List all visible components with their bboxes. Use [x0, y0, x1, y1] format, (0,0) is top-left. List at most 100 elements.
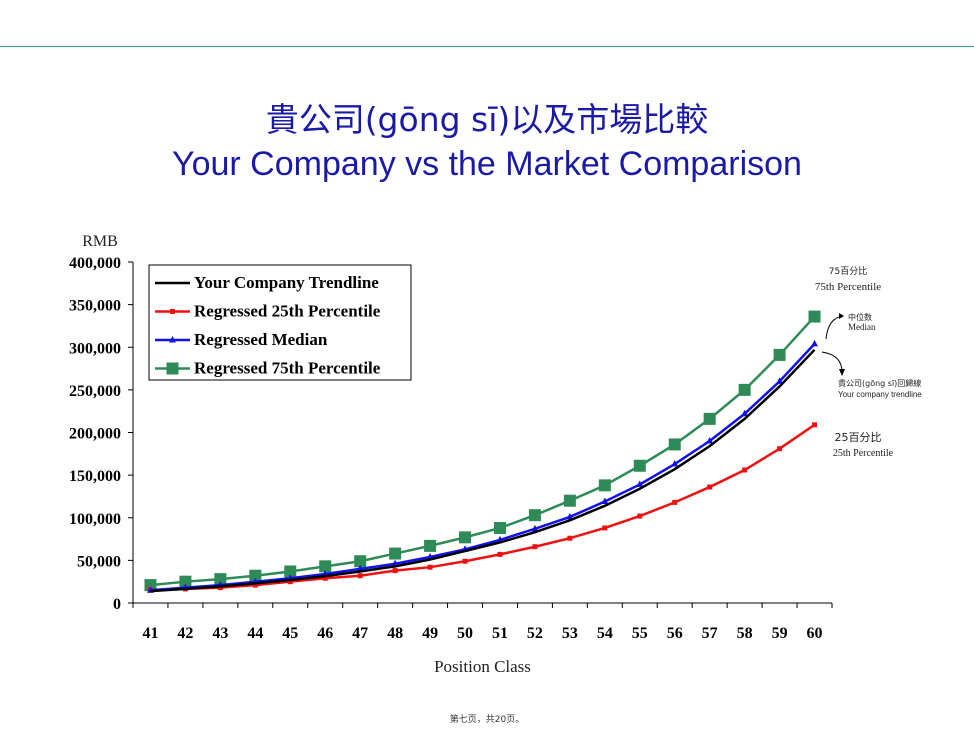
data-point-marker [637, 513, 643, 519]
annotation-median-cn: 中位数 [848, 312, 872, 322]
top-divider-line [0, 46, 974, 47]
series-line [150, 348, 816, 593]
annotation-trend-en: Your company trendline [838, 390, 922, 399]
y-tick-label: 100,000 [69, 511, 121, 528]
y-tick-label: 150,000 [69, 468, 121, 485]
data-point-marker [668, 438, 681, 451]
legend-label: Regressed 75th Percentile [194, 359, 381, 378]
annotation-trend-arrowhead [839, 369, 845, 376]
data-point-marker [497, 551, 503, 557]
series-regressed-median [146, 339, 819, 593]
data-point-marker [144, 579, 157, 592]
x-tick-label: 43 [212, 625, 228, 642]
data-point-marker [706, 437, 714, 444]
series-line [150, 342, 816, 592]
data-point-marker [633, 459, 646, 472]
data-point-marker [532, 544, 538, 550]
y-tick-label: 350,000 [69, 298, 121, 315]
x-tick-label: 42 [177, 625, 193, 642]
data-point-marker [671, 460, 679, 467]
data-point-marker [567, 535, 573, 541]
y-tick-label: 50,000 [77, 553, 121, 570]
data-point-marker [812, 422, 818, 428]
x-axis-title: Position Class [434, 657, 531, 676]
data-point-marker [808, 310, 821, 323]
y-tick-label: 200,000 [69, 426, 121, 443]
x-tick-label: 47 [352, 625, 368, 642]
data-point-marker [357, 573, 363, 579]
data-point-marker [566, 512, 574, 520]
x-tick-label: 55 [632, 625, 648, 642]
series-line [150, 423, 816, 592]
annotation-trend-cn: 貴公司(gōng sī)回歸線 [838, 378, 921, 388]
legend-box [148, 264, 412, 381]
x-tick-label: 59 [772, 625, 788, 642]
data-point-marker [742, 467, 748, 473]
x-tick-label: 60 [807, 625, 823, 642]
legend-label: Regressed Median [194, 330, 328, 349]
chart-legend: Your Company Trendline Regressed 25th Per… [148, 264, 412, 381]
x-tick-label: 56 [667, 625, 683, 642]
data-point-marker [217, 585, 223, 591]
data-point-marker [773, 348, 786, 361]
x-tick-label: 53 [562, 625, 578, 642]
data-point-marker [493, 521, 506, 534]
x-tick-label: 57 [702, 625, 718, 642]
series-your-company-trendline [150, 348, 816, 593]
data-point-marker [672, 499, 678, 505]
data-point-marker [392, 568, 398, 574]
legend-label: Your Company Trendline [194, 273, 379, 292]
annotation-median-arrowhead [839, 313, 844, 319]
annotation-median-en: Median [848, 322, 876, 332]
data-point-marker [601, 497, 609, 505]
data-point-marker [636, 480, 644, 488]
x-tick-label: 54 [597, 625, 613, 642]
legend-swatch-marker [170, 309, 175, 314]
legend-swatch-marker [166, 362, 179, 375]
annotation-25th-en: 25th Percentile [833, 448, 894, 459]
legend-label: Regressed 25th Percentile [194, 302, 381, 321]
data-point-marker [354, 555, 367, 568]
chart-axes: 0 50,000 100,000 150,000 200,000 250,000 300,0… [69, 233, 833, 676]
x-tick-label: 58 [737, 625, 753, 642]
data-point-marker [563, 494, 576, 507]
x-tick-label: 49 [422, 625, 438, 642]
y-tick-label: 300,000 [69, 340, 121, 357]
data-point-marker [249, 569, 262, 582]
x-tick-label: 48 [387, 625, 403, 642]
data-point-marker [531, 524, 539, 532]
data-point-marker [179, 575, 192, 588]
data-point-marker [776, 377, 784, 384]
data-point-marker [528, 509, 541, 522]
y-axis-title: RMB [82, 233, 118, 250]
data-point-marker [738, 383, 751, 396]
data-point-marker [741, 409, 749, 417]
x-tick-label: 41 [142, 625, 158, 642]
data-point-marker [356, 564, 364, 572]
data-point-marker [284, 565, 297, 578]
annotation-75th-en: 75th Percentile [815, 281, 881, 293]
data-point-marker [391, 559, 399, 567]
data-point-marker [598, 479, 611, 492]
data-point-marker [427, 564, 433, 570]
data-point-marker [322, 575, 328, 581]
data-point-marker [703, 412, 716, 425]
page-title-english: Your Company vs the Market Comparison [172, 145, 802, 183]
legend-swatch-marker [169, 336, 176, 343]
data-point-marker [602, 525, 608, 531]
data-point-marker [319, 560, 332, 573]
data-point-marker [252, 582, 258, 588]
chart-series-layer [144, 310, 821, 593]
y-tick-label: 0 [113, 596, 121, 613]
x-tick-label: 44 [247, 625, 263, 642]
x-tick-label: 52 [527, 625, 543, 642]
data-point-marker [459, 531, 472, 544]
series-regressed-25th-percentile [147, 422, 818, 593]
data-point-marker [811, 339, 819, 347]
annotation-75th-cn: 75百分比 [829, 265, 867, 277]
data-point-marker [707, 484, 713, 490]
data-point-marker [462, 558, 468, 564]
data-point-marker [214, 573, 227, 586]
x-tick-label: 46 [317, 625, 333, 642]
